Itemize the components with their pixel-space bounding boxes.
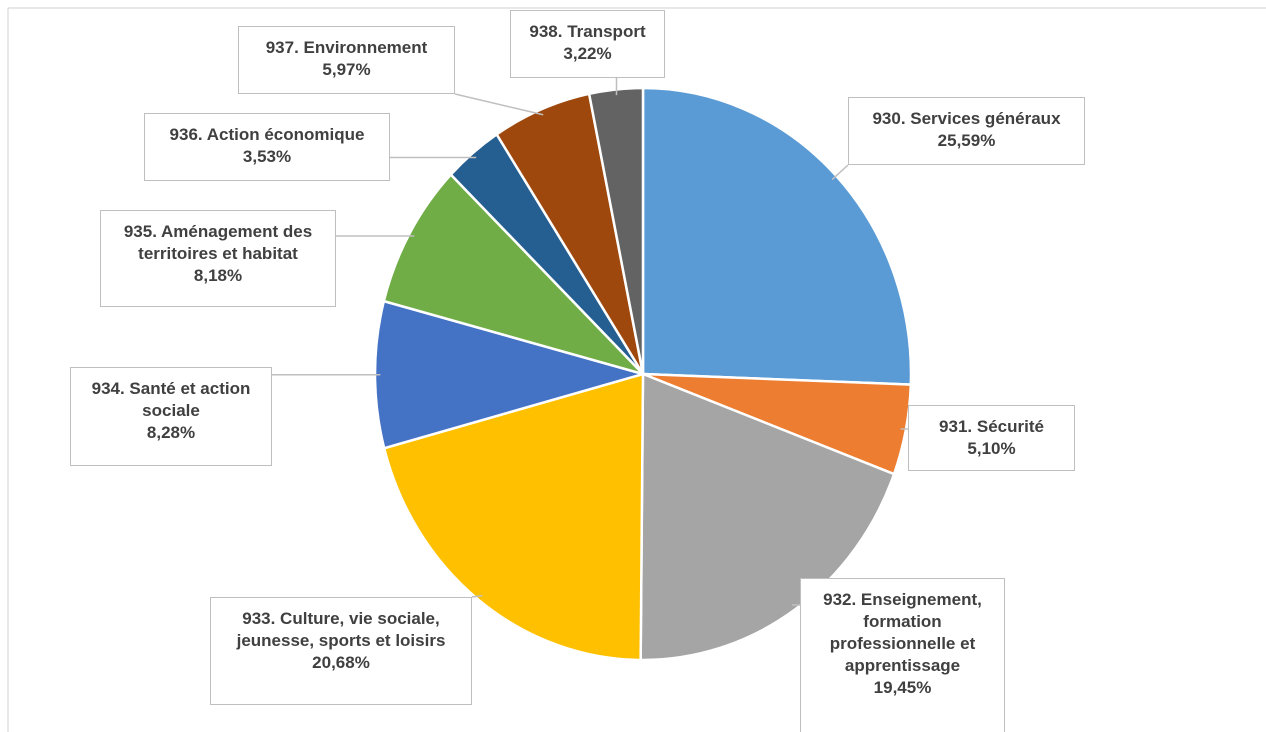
category-label: 938. Transport — [529, 22, 646, 41]
value-label: 20,68% — [312, 653, 370, 672]
value-label: 19,45% — [873, 678, 932, 697]
value-label: 3,22% — [563, 44, 612, 63]
pie-slice — [382, 372, 645, 662]
pie-slice — [382, 172, 648, 377]
value-label: 8,28% — [146, 423, 196, 442]
category-label: 932. Enseignement, formation professionn… — [823, 590, 982, 675]
leader-line — [454, 93, 544, 116]
data-label-box: 936. Action économique 3,53% — [144, 113, 390, 181]
data-label-box: 930. Services généraux 25,59% — [848, 97, 1085, 165]
leader-line — [831, 164, 849, 181]
leader-line — [471, 594, 483, 598]
value-label: 25,59% — [937, 131, 996, 150]
category-label: 931. Sécurité — [939, 417, 1044, 436]
data-label-box: 933. Culture, vie sociale, jeunesse, spo… — [210, 597, 472, 705]
category-label: 936. Action économique — [169, 125, 365, 144]
category-label: 930. Services généraux — [872, 109, 1061, 128]
category-label: 935. Aménagement des territoires et habi… — [123, 222, 313, 263]
data-label-box: 937. Environnement 5,97% — [238, 26, 455, 94]
value-label: 5,10% — [967, 439, 1016, 458]
data-label-box: 934. Santé et action sociale 8,28% — [70, 367, 272, 466]
category-label: 934. Santé et action sociale — [91, 379, 251, 420]
data-label-box: 931. Sécurité 5,10% — [908, 405, 1075, 471]
data-label-box: 932. Enseignement, formation professionn… — [800, 578, 1005, 732]
pie-slice — [639, 372, 896, 662]
data-label-box: 935. Aménagement des territoires et habi… — [100, 210, 336, 307]
data-label-box: 938. Transport 3,22% — [510, 10, 665, 78]
category-label: 937. Environnement — [265, 38, 428, 57]
value-label: 3,53% — [242, 147, 292, 166]
value-label: 8,18% — [193, 266, 243, 285]
category-label: 933. Culture, vie sociale, jeunesse, spo… — [236, 609, 446, 650]
value-label: 5,97% — [322, 60, 371, 79]
